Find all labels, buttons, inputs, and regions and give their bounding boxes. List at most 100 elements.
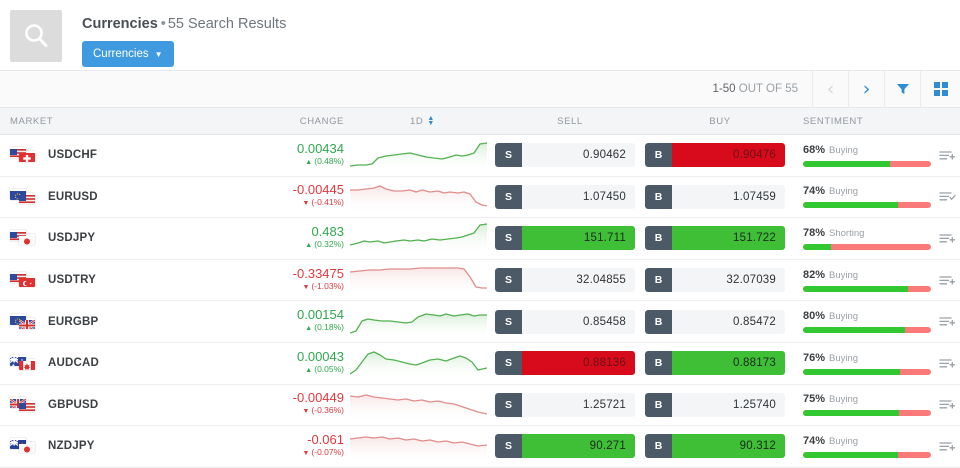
row-action-cell[interactable] [935, 190, 960, 203]
grid-view-icon [933, 82, 948, 96]
pagination-range-total: OUT OF 55 [738, 83, 798, 95]
sparkline-cell[interactable] [350, 180, 495, 214]
market-cell[interactable]: EURGBP [0, 313, 200, 331]
sparkline-cell[interactable] [350, 346, 495, 381]
add-to-list-icon[interactable] [938, 274, 957, 287]
sell-button[interactable]: S 90.271 [495, 434, 635, 459]
table-row[interactable]: GBPUSD -0.00449 ▼ (-0.36%) S 1.25721 B 1.25740 7… [0, 384, 960, 427]
sentiment-percent: 82% [803, 268, 826, 281]
buy-button[interactable]: B 0.90476 [645, 143, 785, 168]
sparkline-cell[interactable] [350, 263, 495, 298]
sparkline-cell[interactable] [350, 388, 495, 422]
market-cell[interactable]: USDTRY [0, 271, 200, 289]
row-action-cell[interactable] [935, 357, 960, 370]
row-action-cell[interactable] [935, 149, 960, 162]
sentiment-percent: 75% [803, 393, 826, 406]
change-direction-arrow-icon: ▼ [302, 449, 310, 457]
row-action-cell[interactable] [935, 274, 960, 287]
sell-button-tag: S [495, 434, 522, 459]
add-to-list-icon[interactable] [938, 357, 957, 370]
table-row[interactable]: NZDJPY -0.061 ▼ (-0.07%) S 90.271 B 90.312 74% Bu… [0, 426, 960, 468]
sell-button[interactable]: S 1.07450 [495, 184, 635, 209]
sell-button-value: 32.04855 [576, 274, 626, 287]
sell-button[interactable]: S 1.25721 [495, 392, 635, 417]
add-to-list-icon[interactable] [938, 232, 957, 245]
add-to-list-icon[interactable] [938, 149, 957, 162]
sell-button[interactable]: S 32.04855 [495, 268, 635, 293]
in-list-icon[interactable] [938, 190, 957, 203]
buy-button[interactable]: B 1.07459 [645, 184, 785, 209]
table-row[interactable]: EURUSD -0.00445 ▼ (-0.41%) S 1.07450 B 1.07459 7… [0, 176, 960, 219]
row-action-cell[interactable] [935, 440, 960, 453]
sell-button-flash [522, 434, 635, 459]
market-cell[interactable]: GBPUSD [0, 396, 200, 414]
sell-button[interactable]: S 0.85458 [495, 309, 635, 334]
sell-button[interactable]: S 0.88136 [495, 351, 635, 376]
column-header-timeframe-label: 1D [410, 115, 424, 127]
currency-pair-flags [10, 437, 36, 455]
sell-cell: S 1.25721 [495, 392, 645, 417]
sparkline-cell[interactable] [350, 138, 495, 173]
buy-button[interactable]: B 32.07039 [645, 268, 785, 293]
sentiment-percent: 74% [803, 185, 826, 198]
sparkline-cell[interactable] [350, 221, 495, 256]
chevron-left-icon: ‹ [826, 77, 835, 100]
search-icon[interactable] [10, 10, 62, 62]
sell-button[interactable]: S 151.711 [495, 226, 635, 251]
table-row[interactable]: USDTRY -0.33475 ▼ (-1.03%) S 32.04855 B 32.0703… [0, 259, 960, 302]
add-to-list-icon[interactable] [938, 440, 957, 453]
change-percent: ▼ (-0.36%) [302, 405, 344, 416]
sell-button-value: 151.711 [583, 232, 626, 245]
market-cell[interactable]: NZDJPY [0, 437, 200, 455]
table-row[interactable]: USDJPY 0.483 ▲ (0.32%) S 151.711 B 151.722 78% Sh… [0, 218, 960, 260]
sort-toggle-icon[interactable]: ▲ ▼ [427, 115, 435, 127]
sell-cell: S 0.90462 [495, 143, 645, 168]
add-to-list-icon[interactable] [938, 398, 957, 411]
sentiment-text: 82% Buying [803, 269, 935, 282]
sparkline-cell[interactable] [350, 305, 495, 339]
column-header-timeframe[interactable]: 1D ▲ ▼ [350, 115, 495, 127]
header-text: Currencies • 55 Search Results Currencies … [82, 10, 286, 67]
next-page-button[interactable]: › [848, 70, 884, 108]
table-row[interactable]: USDCHF 0.00434 ▲ (0.48%) S 0.90462 B 0.90476 68%… [0, 135, 960, 177]
page-title: Currencies • 55 Search Results [82, 15, 286, 33]
buy-button[interactable]: B 90.312 [645, 434, 785, 459]
sparkline-chart [350, 436, 487, 464]
market-symbol: AUDCAD [48, 357, 100, 370]
row-action-cell[interactable] [935, 398, 960, 411]
sentiment-cell: 74% Buying [795, 435, 935, 458]
sell-cell: S 90.271 [495, 434, 645, 459]
market-cell[interactable]: USDJPY [0, 229, 200, 247]
sentiment-bar [803, 160, 931, 167]
grid-view-button[interactable] [920, 70, 960, 108]
change-values: -0.061 ▼ (-0.07%) [200, 433, 344, 460]
change-percent: ▲ (0.32%) [305, 238, 344, 249]
flag-gb-icon [10, 397, 26, 408]
buy-button[interactable]: B 0.85472 [645, 309, 785, 334]
flag-gb-icon [19, 318, 35, 329]
market-symbol: EURUSD [48, 190, 98, 203]
buy-button[interactable]: B 0.88173 [645, 351, 785, 376]
sparkline-cell[interactable] [350, 429, 495, 464]
add-to-list-icon[interactable] [938, 315, 957, 328]
sell-button[interactable]: S 0.90462 [495, 143, 635, 168]
market-cell[interactable]: EURUSD [0, 188, 200, 206]
buy-button[interactable]: B 151.722 [645, 226, 785, 251]
market-cell[interactable]: AUDCAD [0, 354, 200, 372]
market-cell[interactable]: USDCHF [0, 146, 200, 164]
buy-button[interactable]: B 1.25740 [645, 392, 785, 417]
prev-page-button[interactable]: ‹ [812, 70, 848, 108]
change-cell: 0.00043 ▲ (0.05%) [200, 350, 350, 377]
change-percent: ▼ (-0.07%) [302, 446, 344, 457]
table-row[interactable]: EURGBP 0.00154 ▲ (0.18%) S 0.85458 B 0.85472 80%… [0, 301, 960, 343]
flag-us-icon [19, 401, 35, 412]
row-action-cell[interactable] [935, 315, 960, 328]
category-dropdown-button[interactable]: Currencies ▼ [82, 41, 174, 67]
sentiment-bar [803, 243, 931, 250]
change-absolute: -0.061 [307, 431, 344, 447]
row-action-cell[interactable] [935, 232, 960, 245]
buy-button-value: 0.88173 [733, 357, 776, 370]
filter-button[interactable] [884, 70, 920, 108]
buy-button-tag: B [645, 434, 672, 459]
table-row[interactable]: AUDCAD 0.00043 ▲ (0.05%) S 0.88136 B 0.88173 76%… [0, 342, 960, 385]
